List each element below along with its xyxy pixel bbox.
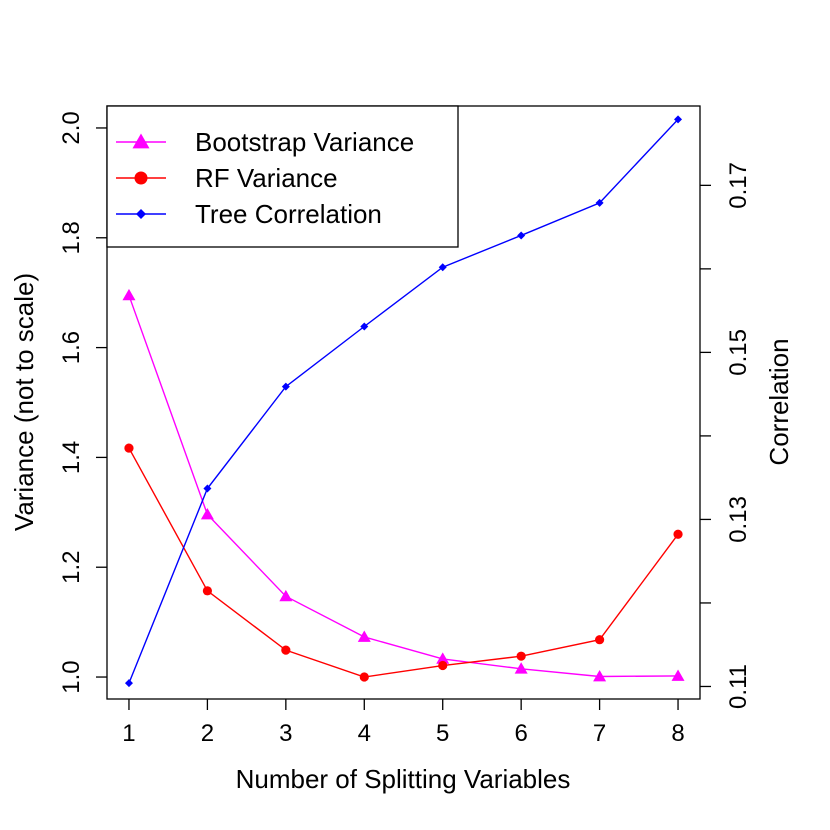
data-point (122, 288, 136, 301)
legend-box (106, 105, 459, 248)
data-point (438, 660, 448, 671)
y-tick-label: 2.0 (58, 111, 85, 144)
series-tree-correlation (124, 115, 683, 688)
data-point (671, 669, 685, 681)
data-point (673, 529, 683, 539)
x-tick-label: 8 (671, 720, 684, 747)
data-point (360, 322, 369, 331)
data-point (124, 443, 134, 453)
data-point (359, 672, 369, 682)
data-point (436, 652, 450, 664)
y-axis-left: 1.0 1.2 1.4 1.6 1.8 2.0 (58, 111, 107, 694)
series-layer (122, 115, 685, 688)
data-point (281, 645, 291, 655)
legend-label: Bootstrap Variance (195, 127, 414, 157)
y-tick-label: 1.2 (58, 551, 85, 584)
legend-label: Tree Correlation (195, 199, 382, 229)
y-axis-title: Variance (not to scale) (9, 273, 39, 531)
data-point (674, 115, 683, 124)
series-line (128, 447, 679, 678)
y-tick-label: 1.0 (58, 660, 85, 693)
data-point (517, 231, 526, 240)
y2-tick-label: 0.17 (725, 162, 752, 209)
data-point (203, 484, 212, 493)
legend: Bootstrap Variance RF Variance Tree Correl… (106, 105, 459, 248)
data-point (200, 508, 214, 520)
y2-tick-label: 0.11 (725, 664, 752, 709)
legend-label: RF Variance (195, 163, 338, 193)
data-point (279, 589, 293, 602)
y-axis-right: 0.11 0.13 0.15 0.17 (700, 162, 752, 709)
y2-axis-title: Correlation (764, 338, 794, 465)
legend-item: Tree Correlation (116, 199, 382, 229)
x-tick-label: 6 (514, 720, 527, 747)
data-point (594, 635, 605, 645)
legend-item: RF Variance (116, 163, 338, 193)
y-tick-label: 1.8 (58, 221, 85, 254)
data-point (281, 382, 290, 391)
series-line (128, 118, 679, 684)
y-tick-label: 1.6 (58, 331, 85, 364)
data-point (438, 263, 447, 272)
x-tick-label: 5 (436, 720, 449, 747)
data-point (124, 679, 133, 688)
legend-marker (136, 209, 146, 219)
x-tick-label: 4 (358, 720, 371, 747)
x-axis: 1 2 3 4 5 6 7 8 (122, 699, 685, 747)
x-tick-label: 1 (122, 720, 135, 747)
y2-tick-label: 0.13 (725, 496, 752, 543)
legend-item: Bootstrap Variance (116, 127, 414, 157)
x-tick-label: 7 (593, 720, 606, 747)
data-point (357, 630, 371, 642)
x-tick-label: 3 (279, 720, 292, 747)
data-point (595, 198, 604, 207)
data-point (593, 669, 607, 682)
series-line (128, 295, 679, 678)
data-point (202, 586, 213, 596)
legend-marker (132, 133, 150, 149)
x-axis-title: Number of Splitting Variables (236, 764, 571, 794)
y-tick-label: 1.4 (58, 441, 85, 474)
y2-tick-label: 0.15 (725, 329, 752, 376)
data-point (516, 651, 526, 661)
legend-marker (134, 171, 148, 185)
x-tick-label: 2 (201, 720, 214, 747)
data-point (514, 662, 528, 674)
series-bootstrap-variance (122, 288, 685, 682)
series-rf-variance (124, 443, 683, 682)
